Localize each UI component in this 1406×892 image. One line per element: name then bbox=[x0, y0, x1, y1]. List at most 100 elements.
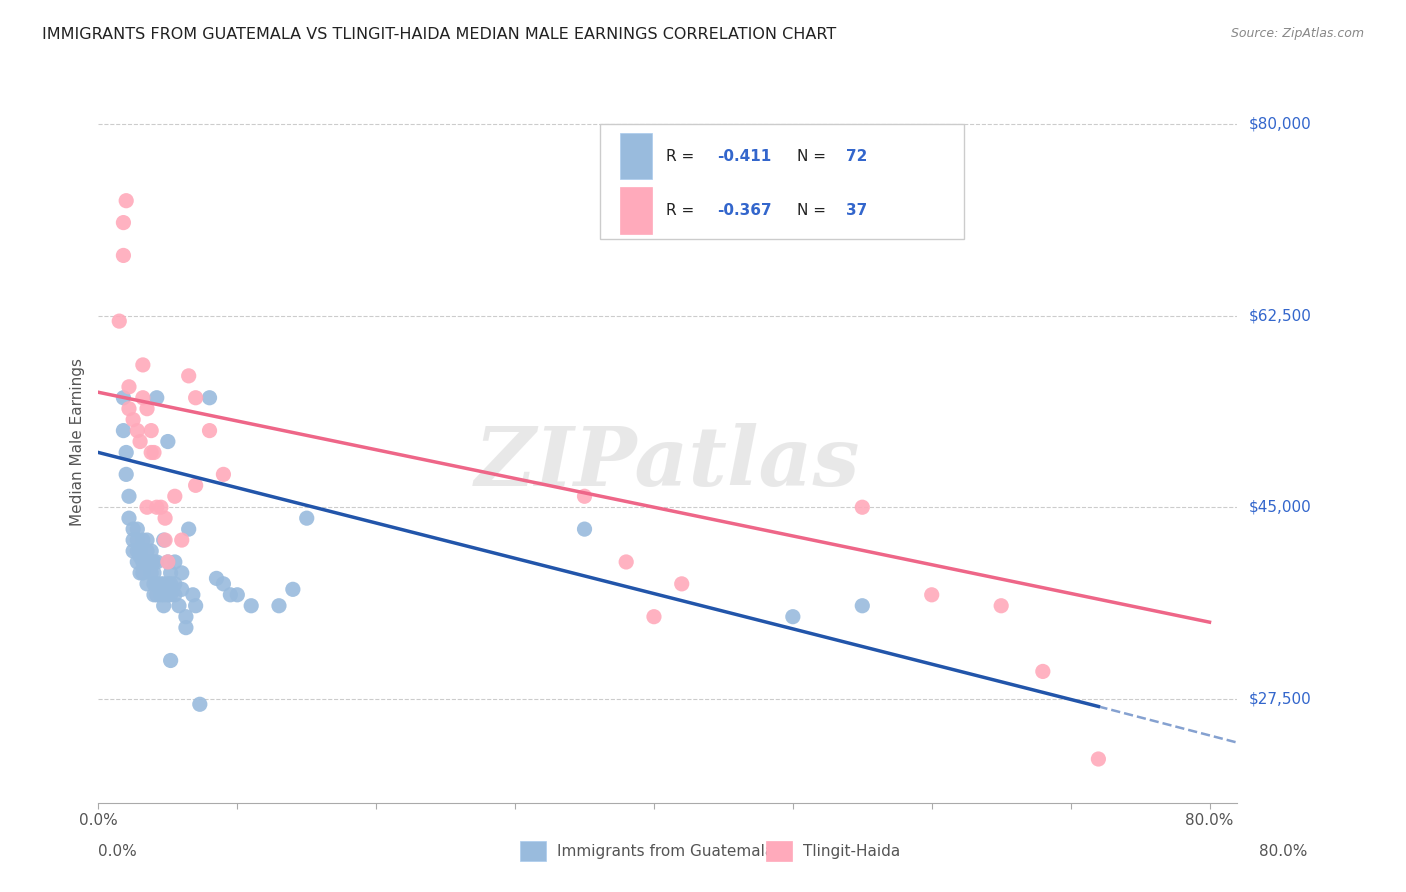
Point bbox=[145, 391, 167, 405]
Point bbox=[267, 599, 290, 613]
Point bbox=[174, 621, 197, 635]
Point bbox=[141, 424, 163, 438]
Text: $80,000: $80,000 bbox=[1249, 117, 1312, 131]
Point bbox=[136, 500, 159, 515]
Text: Source: ZipAtlas.com: Source: ZipAtlas.com bbox=[1230, 27, 1364, 40]
Point bbox=[614, 555, 637, 569]
Point bbox=[115, 445, 138, 459]
Point bbox=[136, 544, 159, 558]
Point bbox=[145, 577, 167, 591]
Point bbox=[127, 555, 149, 569]
Point bbox=[671, 577, 693, 591]
Point bbox=[212, 577, 235, 591]
Text: ZIPatlas: ZIPatlas bbox=[475, 423, 860, 503]
Point bbox=[163, 489, 186, 503]
Text: R =: R = bbox=[665, 202, 699, 218]
Text: N =: N = bbox=[797, 148, 831, 163]
Bar bbox=[620, 133, 652, 179]
Point bbox=[163, 588, 186, 602]
Point bbox=[132, 566, 155, 580]
Point bbox=[129, 434, 152, 449]
Point bbox=[1087, 752, 1109, 766]
Point bbox=[141, 544, 163, 558]
Point bbox=[143, 566, 166, 580]
Point bbox=[132, 533, 155, 547]
Point bbox=[153, 533, 176, 547]
Point bbox=[127, 522, 149, 536]
Point bbox=[156, 434, 179, 449]
Point bbox=[108, 314, 131, 328]
Point bbox=[174, 609, 197, 624]
Point bbox=[212, 467, 235, 482]
Point bbox=[156, 555, 179, 569]
Point bbox=[112, 248, 135, 262]
Point bbox=[181, 588, 204, 602]
Point bbox=[149, 588, 172, 602]
Point bbox=[122, 412, 145, 426]
Point bbox=[136, 577, 159, 591]
Text: $62,500: $62,500 bbox=[1249, 308, 1312, 323]
Point bbox=[574, 522, 596, 536]
Point bbox=[159, 566, 181, 580]
Point bbox=[122, 522, 145, 536]
Point bbox=[122, 544, 145, 558]
Point bbox=[851, 599, 873, 613]
Point bbox=[143, 555, 166, 569]
Text: IMMIGRANTS FROM GUATEMALA VS TLINGIT-HAIDA MEDIAN MALE EARNINGS CORRELATION CHAR: IMMIGRANTS FROM GUATEMALA VS TLINGIT-HAI… bbox=[42, 27, 837, 42]
Point bbox=[143, 577, 166, 591]
Point bbox=[281, 582, 304, 597]
Text: R =: R = bbox=[665, 148, 699, 163]
Text: N =: N = bbox=[797, 202, 831, 218]
Text: 0.0%: 0.0% bbox=[98, 845, 138, 859]
Point bbox=[118, 401, 141, 416]
Point bbox=[152, 588, 174, 602]
Point bbox=[149, 500, 172, 515]
Point bbox=[170, 582, 193, 597]
Point bbox=[145, 588, 167, 602]
Point bbox=[851, 500, 873, 515]
Point bbox=[115, 194, 138, 208]
Point bbox=[167, 599, 190, 613]
Point bbox=[152, 533, 174, 547]
Point bbox=[184, 391, 207, 405]
Point bbox=[149, 577, 172, 591]
Point bbox=[143, 445, 166, 459]
Point bbox=[782, 609, 804, 624]
Point bbox=[295, 511, 318, 525]
Point bbox=[132, 358, 155, 372]
Point bbox=[198, 424, 221, 438]
Point bbox=[112, 424, 135, 438]
Point bbox=[1032, 665, 1054, 679]
Text: 37: 37 bbox=[845, 202, 866, 218]
Point bbox=[118, 380, 141, 394]
Point bbox=[198, 391, 221, 405]
Point bbox=[136, 401, 159, 416]
Point bbox=[122, 533, 145, 547]
Point bbox=[240, 599, 263, 613]
Point bbox=[112, 216, 135, 230]
Point bbox=[129, 566, 152, 580]
Point bbox=[118, 489, 141, 503]
Point bbox=[159, 588, 181, 602]
Point bbox=[226, 588, 249, 602]
Point bbox=[184, 478, 207, 492]
Point bbox=[163, 577, 186, 591]
Point bbox=[170, 533, 193, 547]
Point bbox=[141, 566, 163, 580]
Point bbox=[145, 500, 167, 515]
Point bbox=[132, 555, 155, 569]
Point bbox=[163, 555, 186, 569]
Bar bbox=[620, 186, 652, 234]
Y-axis label: Median Male Earnings: Median Male Earnings bbox=[69, 358, 84, 525]
Text: -0.411: -0.411 bbox=[717, 148, 770, 163]
Point bbox=[143, 588, 166, 602]
Point bbox=[129, 549, 152, 564]
Point bbox=[990, 599, 1012, 613]
Point bbox=[156, 577, 179, 591]
Point bbox=[184, 599, 207, 613]
Text: 72: 72 bbox=[845, 148, 868, 163]
Text: $27,500: $27,500 bbox=[1249, 691, 1312, 706]
Point bbox=[129, 544, 152, 558]
Point bbox=[132, 391, 155, 405]
Point bbox=[156, 555, 179, 569]
